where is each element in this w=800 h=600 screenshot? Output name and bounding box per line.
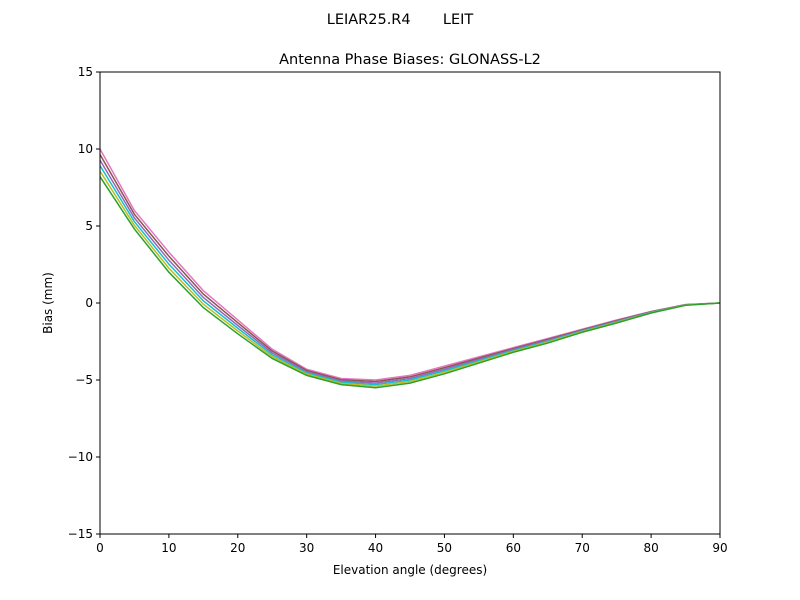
y-tick-label: 10 xyxy=(78,142,93,156)
chart-title: Antenna Phase Biases: GLONASS-L2 xyxy=(279,52,541,68)
x-tick-label: 40 xyxy=(368,541,383,555)
x-tick-label: 70 xyxy=(575,541,590,555)
x-tick-label: 90 xyxy=(712,541,727,555)
y-tick-label: −10 xyxy=(68,450,93,464)
x-tick-label: 60 xyxy=(506,541,521,555)
series-line-5 xyxy=(99,176,721,389)
x-axis-label: Elevation angle (degrees) xyxy=(333,563,487,577)
x-tick-label: 50 xyxy=(437,541,452,555)
x-tick-label: 80 xyxy=(643,541,658,555)
x-tick-label: 10 xyxy=(161,541,176,555)
y-tick-label: −5 xyxy=(75,373,93,387)
series-line-0 xyxy=(99,148,721,381)
y-tick-label: 15 xyxy=(78,65,93,79)
x-tick-label: 0 xyxy=(96,541,104,555)
y-tick-label: 5 xyxy=(85,219,93,233)
x-tick-label: 20 xyxy=(230,541,245,555)
y-axis: −15 −10 −5 0 5 10 15 xyxy=(68,65,100,541)
series-line-3 xyxy=(99,165,721,386)
plot-lines xyxy=(99,148,721,389)
axes-frame xyxy=(99,71,721,535)
y-tick-label: 0 xyxy=(85,296,93,310)
figure-suptitle: LEIAR25.R4 LEIT xyxy=(327,12,474,28)
y-axis-label: Bias (mm) xyxy=(41,272,55,334)
y-tick-label: −15 xyxy=(68,527,93,541)
x-axis: 0 10 20 30 40 50 60 70 80 90 xyxy=(96,534,728,555)
series-line-1 xyxy=(99,154,721,383)
x-tick-label: 30 xyxy=(299,541,314,555)
series-line-2 xyxy=(99,159,721,384)
